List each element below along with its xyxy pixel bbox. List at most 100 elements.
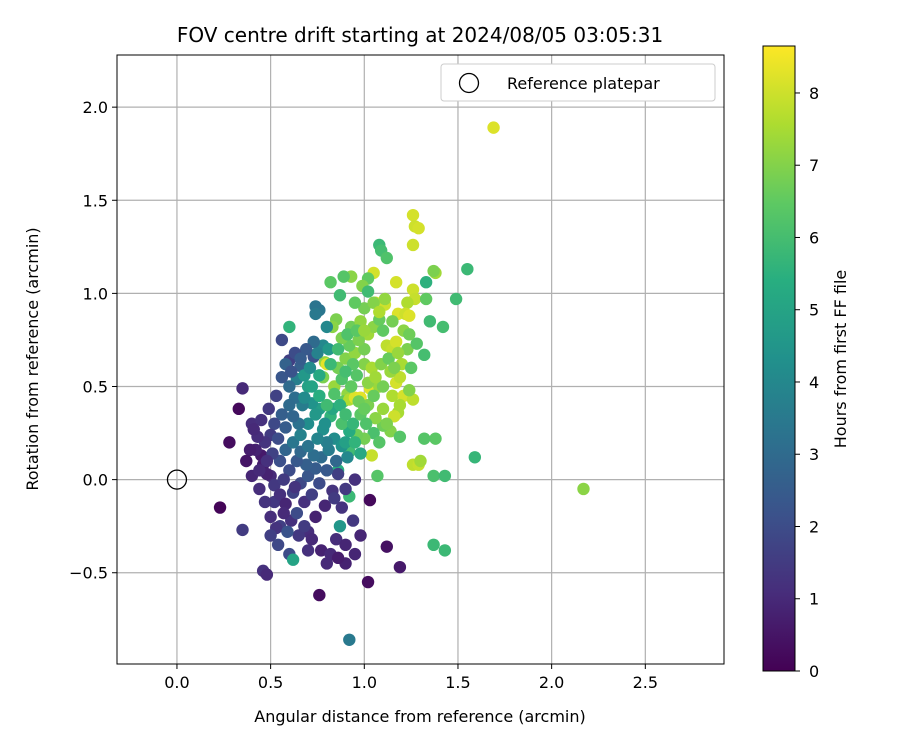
data-point <box>294 352 307 365</box>
colorbar-tick-label: 8 <box>809 84 819 103</box>
data-point <box>361 285 375 298</box>
data-point <box>429 432 442 445</box>
data-point <box>339 436 352 449</box>
data-point <box>341 328 354 341</box>
data-point <box>320 398 334 412</box>
data-point <box>438 544 452 557</box>
x-tick-label: 0.0 <box>164 673 189 692</box>
data-point <box>318 417 332 430</box>
data-point <box>243 443 257 457</box>
data-point <box>358 402 371 416</box>
data-point <box>419 292 433 306</box>
data-point <box>386 315 399 328</box>
data-point <box>275 408 289 421</box>
data-point <box>427 264 440 278</box>
data-point <box>290 506 304 520</box>
data-point <box>300 458 313 471</box>
data-point <box>309 307 322 321</box>
data-point <box>253 464 266 477</box>
data-point <box>382 352 395 365</box>
y-tick-label: 0.0 <box>83 471 108 490</box>
data-point <box>288 480 302 494</box>
data-point <box>341 451 354 464</box>
data-point <box>277 473 290 486</box>
data-point <box>331 343 345 356</box>
data-point <box>348 473 362 486</box>
data-point <box>303 361 317 375</box>
data-point <box>388 361 401 375</box>
data-point <box>348 547 362 561</box>
data-point <box>418 432 431 445</box>
data-point <box>369 370 382 384</box>
legend-label: Reference platepar <box>507 74 660 93</box>
data-point <box>367 426 380 440</box>
data-point <box>324 357 337 371</box>
data-point <box>365 361 378 375</box>
data-point <box>328 492 341 505</box>
data-point <box>315 544 328 557</box>
data-point <box>376 402 390 416</box>
data-point <box>371 469 384 483</box>
data-point <box>365 449 378 462</box>
data-point <box>414 454 427 468</box>
chart-title: FOV centre drift starting at 2024/08/05 … <box>177 23 663 47</box>
data-point <box>313 477 326 490</box>
data-point <box>339 365 352 378</box>
y-tick-label: 1.5 <box>83 191 108 210</box>
x-axis-label: Angular distance from reference (arcmin) <box>254 707 585 726</box>
data-point <box>329 454 343 468</box>
data-point <box>290 454 304 468</box>
colorbar-tick-label: 4 <box>809 373 819 392</box>
data-point <box>313 369 326 382</box>
data-point <box>350 369 364 382</box>
data-point <box>320 464 334 477</box>
legend-marker <box>458 72 480 94</box>
data-point <box>427 538 440 552</box>
colorbar-tick-label: 0 <box>809 662 819 681</box>
data-point <box>283 398 296 412</box>
data-point <box>301 417 315 430</box>
data-point <box>393 430 407 443</box>
reference-point <box>166 469 188 490</box>
data-point <box>305 533 319 546</box>
data-point <box>313 588 326 602</box>
data-point <box>313 389 326 403</box>
data-point <box>468 451 482 464</box>
data-point <box>389 335 403 349</box>
data-point <box>253 482 266 496</box>
colorbar-tick-label: 6 <box>809 228 819 247</box>
reference-platepar-marker <box>166 469 188 490</box>
x-tick-label: 2.0 <box>539 673 564 692</box>
data-point <box>449 292 463 306</box>
data-point <box>361 575 375 589</box>
data-point <box>320 320 334 334</box>
data-point <box>324 276 337 289</box>
data-point <box>378 292 392 306</box>
data-point <box>320 557 334 570</box>
data-point <box>423 315 437 328</box>
data-point <box>410 337 423 350</box>
data-point <box>255 413 268 427</box>
data-point <box>333 519 347 533</box>
data-point <box>386 389 399 403</box>
data-point <box>406 393 420 406</box>
data-point <box>236 382 249 395</box>
data-point <box>335 501 349 514</box>
data-point <box>352 333 365 347</box>
data-point <box>279 421 292 434</box>
data-point <box>577 482 590 496</box>
data-point <box>403 384 416 397</box>
data-point <box>307 449 320 462</box>
data-point <box>309 408 322 421</box>
data-point <box>343 633 356 646</box>
colorbar: 0 1 2 3 4 5 6 7 8 Hours from first FF file <box>762 45 850 681</box>
data-point <box>337 270 350 283</box>
data-point <box>436 320 450 334</box>
data-point <box>403 328 416 341</box>
data-point <box>348 436 362 449</box>
data-point <box>260 568 274 581</box>
y-tick-label: 2.0 <box>83 98 108 117</box>
data-point <box>279 497 292 511</box>
data-point <box>487 121 500 134</box>
